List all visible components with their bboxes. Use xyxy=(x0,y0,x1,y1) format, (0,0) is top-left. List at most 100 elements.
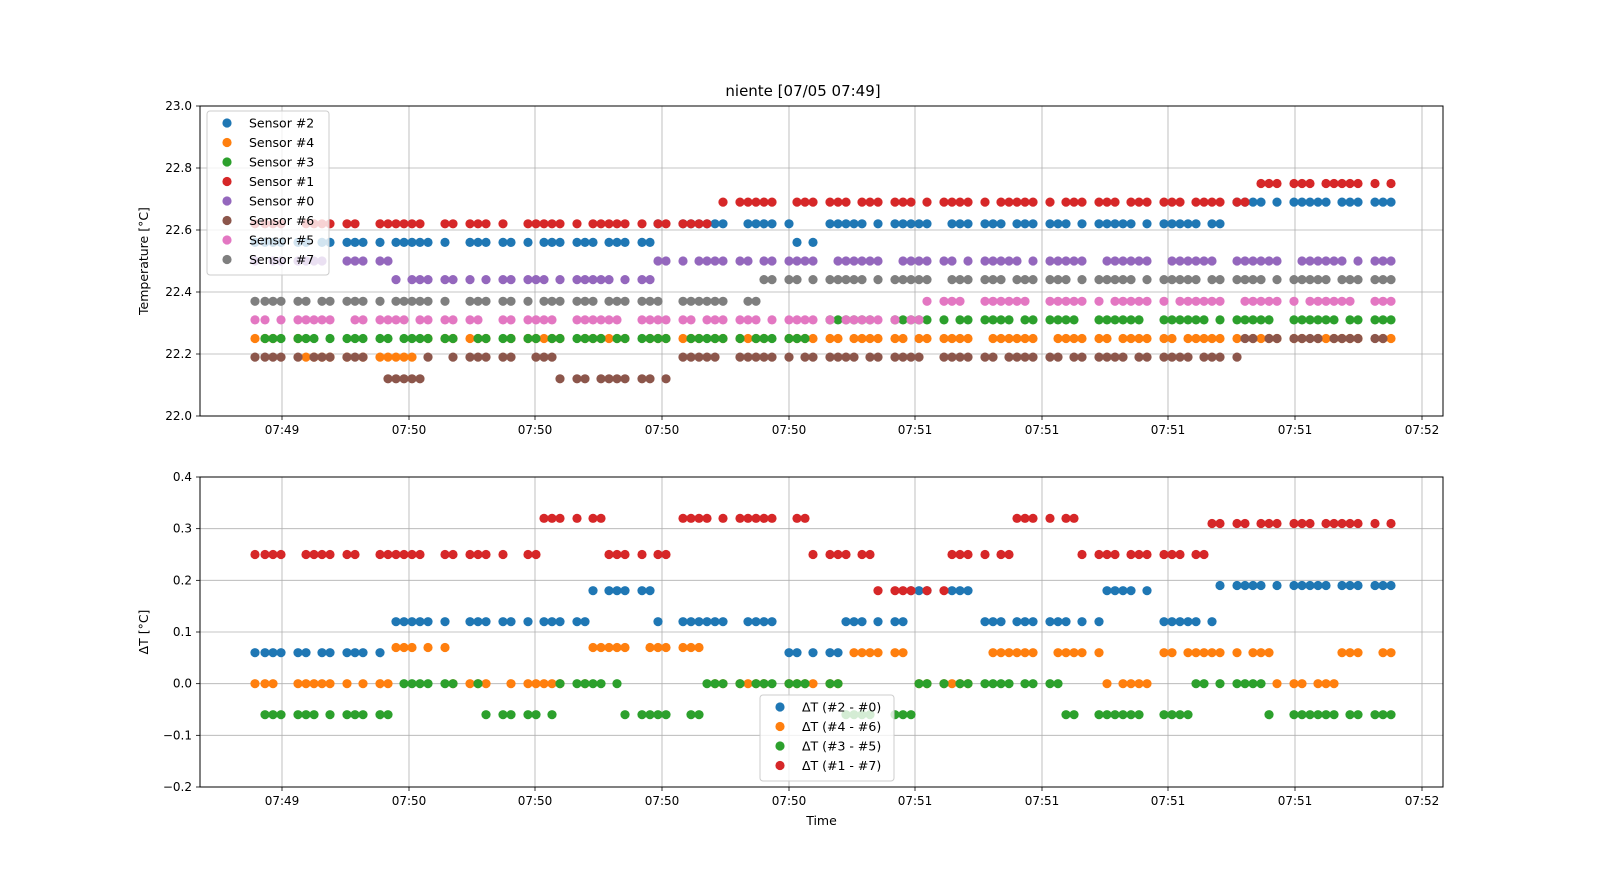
temperature-points xyxy=(250,178,1396,384)
data-point xyxy=(604,237,614,247)
data-point xyxy=(1345,710,1355,720)
data-point xyxy=(1183,648,1193,658)
data-point xyxy=(423,275,433,285)
data-point xyxy=(325,296,335,306)
data-point xyxy=(1183,296,1193,306)
data-point xyxy=(1012,513,1022,523)
data-point xyxy=(506,315,516,325)
data-point xyxy=(620,586,630,596)
data-point xyxy=(873,197,883,207)
data-point xyxy=(1126,679,1136,689)
data-point xyxy=(1378,580,1388,591)
data-point xyxy=(1337,333,1347,344)
data-point xyxy=(342,333,352,344)
data-point xyxy=(963,315,973,325)
data-point xyxy=(391,219,401,229)
data-point xyxy=(718,219,728,229)
data-point xyxy=(637,374,647,384)
data-point xyxy=(1313,296,1323,306)
x-tick-label: 07:50 xyxy=(392,794,427,808)
data-point xyxy=(555,617,565,627)
data-point xyxy=(1102,710,1112,720)
legend-label: Sensor #0 xyxy=(249,194,314,209)
x-tick-label: 07:50 xyxy=(392,423,427,437)
data-point xyxy=(1321,710,1331,720)
data-point xyxy=(1028,617,1038,627)
legend-marker xyxy=(222,157,232,167)
data-point xyxy=(784,315,794,325)
data-point xyxy=(922,275,932,285)
data-point xyxy=(686,352,696,362)
data-point xyxy=(751,513,761,523)
data-point xyxy=(898,219,908,229)
data-point xyxy=(391,549,401,560)
data-point xyxy=(1232,518,1242,529)
data-point xyxy=(1240,580,1250,591)
data-point xyxy=(1183,256,1193,266)
data-point xyxy=(996,617,1006,627)
data-point xyxy=(1207,296,1217,306)
data-point xyxy=(342,237,352,247)
data-point xyxy=(1020,617,1030,627)
data-point xyxy=(580,333,590,344)
data-point xyxy=(1159,549,1169,560)
data-point xyxy=(767,679,777,689)
data-point xyxy=(759,333,769,344)
data-point xyxy=(383,333,393,344)
y-tick-label: 22.4 xyxy=(165,285,192,299)
legend-label: Sensor #6 xyxy=(249,213,314,228)
data-point xyxy=(317,679,327,689)
data-point xyxy=(440,333,450,344)
data-point xyxy=(1045,513,1055,523)
y-tick-label: 0.1 xyxy=(173,625,192,639)
data-point xyxy=(358,648,368,658)
data-point xyxy=(980,315,990,325)
data-point xyxy=(250,333,260,344)
data-point xyxy=(1191,275,1201,285)
data-point xyxy=(1110,296,1120,306)
data-point xyxy=(276,333,286,344)
data-point xyxy=(350,648,360,658)
data-point xyxy=(947,296,957,306)
data-point xyxy=(1134,256,1144,266)
data-point xyxy=(1321,197,1331,207)
data-point xyxy=(718,513,728,523)
data-point xyxy=(1028,333,1038,344)
data-point xyxy=(1020,352,1030,362)
legend-label: Sensor #2 xyxy=(249,116,314,131)
data-point xyxy=(743,513,753,523)
data-point xyxy=(980,549,990,560)
data-point xyxy=(1256,679,1266,689)
data-point xyxy=(473,219,483,229)
data-point xyxy=(743,315,753,325)
data-point xyxy=(825,333,835,344)
data-point xyxy=(350,296,360,306)
data-point xyxy=(710,219,720,229)
data-point xyxy=(661,710,671,720)
data-point xyxy=(1159,315,1169,325)
data-point xyxy=(596,679,606,689)
data-point xyxy=(250,315,260,325)
y-tick-label: 22.8 xyxy=(165,161,192,175)
data-point xyxy=(448,549,458,560)
x-tick-label: 07:51 xyxy=(1278,794,1313,808)
data-point xyxy=(939,315,949,325)
y-tick-label: −0.1 xyxy=(163,728,192,742)
data-point xyxy=(1053,648,1063,658)
data-point xyxy=(825,219,835,229)
data-point xyxy=(1378,648,1388,658)
data-point xyxy=(1321,275,1331,285)
data-point xyxy=(792,513,802,523)
x-tick-label: 07:50 xyxy=(772,423,807,437)
data-point xyxy=(498,296,508,306)
legend-marker xyxy=(775,760,785,771)
data-point xyxy=(506,710,516,720)
data-point xyxy=(1248,296,1258,306)
data-point xyxy=(620,333,630,344)
x-tick-label: 07:49 xyxy=(265,423,300,437)
data-point xyxy=(620,710,630,720)
data-point xyxy=(1386,518,1396,529)
data-point xyxy=(694,333,704,344)
data-point xyxy=(825,549,835,560)
data-point xyxy=(841,197,851,207)
